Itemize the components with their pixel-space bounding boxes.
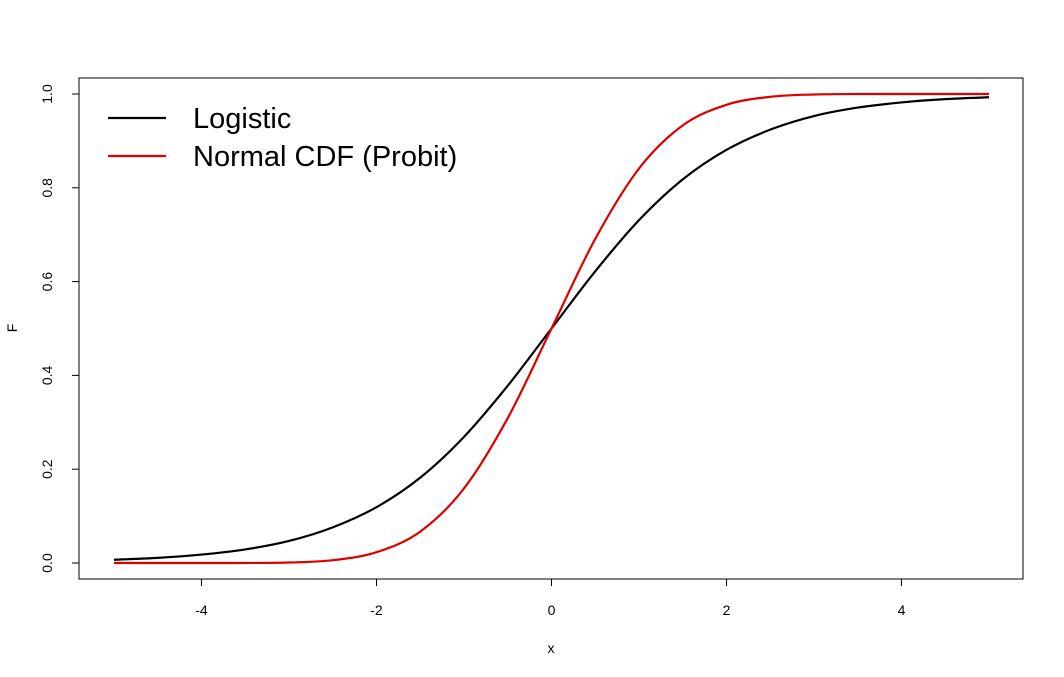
x-tick-label: 2 bbox=[723, 602, 731, 618]
x-tick-label: 4 bbox=[898, 602, 906, 618]
y-tick-label: 0.0 bbox=[39, 553, 55, 573]
x-axis: -4 -2 0 2 4 bbox=[195, 578, 906, 618]
series-layer bbox=[113, 92, 990, 565]
x-tick-label: 0 bbox=[548, 602, 556, 618]
y-tick-label: 0.2 bbox=[39, 459, 55, 479]
y-tick-label: 1.0 bbox=[39, 84, 55, 104]
x-tick-label: -2 bbox=[370, 602, 383, 618]
y-tick-label: 0.4 bbox=[39, 365, 55, 385]
x-tick-label: -4 bbox=[195, 602, 208, 618]
x-axis-title: x bbox=[548, 640, 555, 656]
y-tick-label: 0.8 bbox=[39, 178, 55, 198]
series-line-2 bbox=[113, 92, 989, 565]
legend-label: Normal CDF (Probit) bbox=[193, 141, 457, 173]
legend: Logistic Normal CDF (Probit) bbox=[108, 103, 457, 173]
y-axis-title: F bbox=[4, 324, 20, 333]
y-tick-label: 0.6 bbox=[39, 272, 55, 292]
legend-label: Logistic bbox=[193, 103, 291, 135]
y-axis: 0.0 0.2 0.4 0.6 0.8 1.0 bbox=[39, 84, 80, 573]
